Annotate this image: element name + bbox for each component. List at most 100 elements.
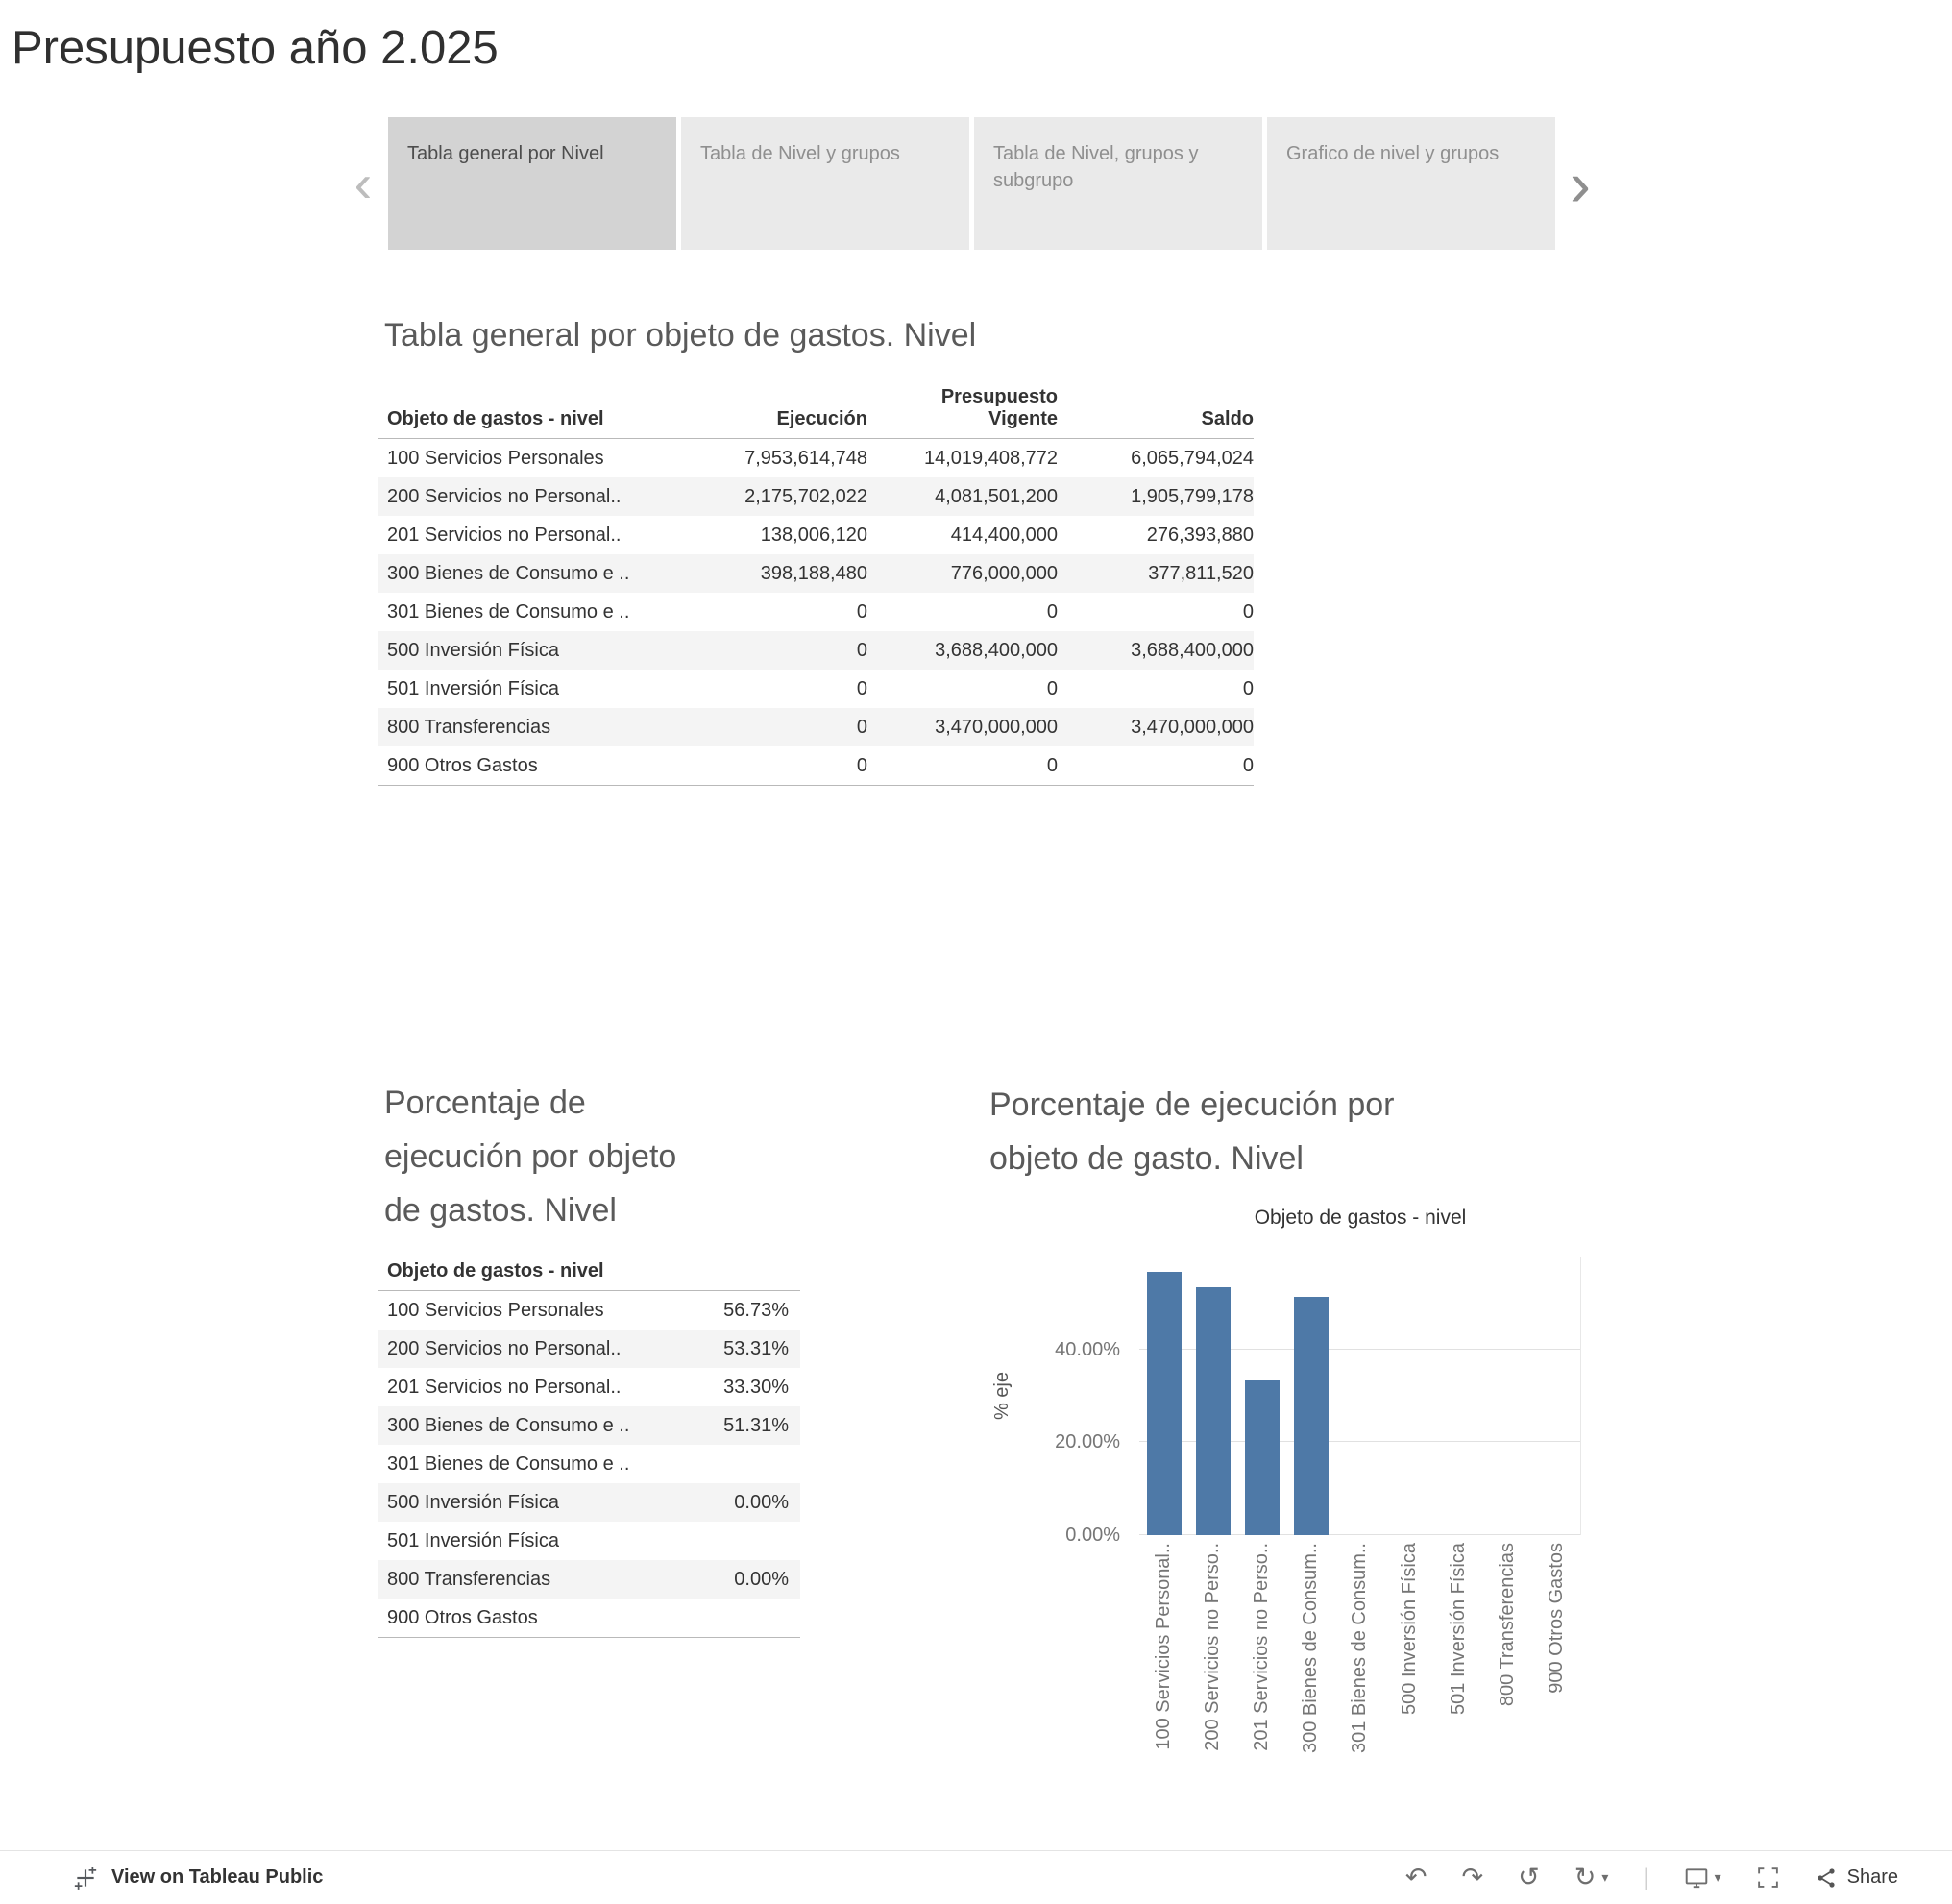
ejecucion-cell[interactable]: 0: [856, 639, 867, 661]
row-label-cell[interactable]: 900 Otros Gastos: [387, 754, 538, 776]
ejecucion-cell[interactable]: 0: [856, 677, 867, 699]
row-label-cell[interactable]: 200 Servicios no Personal..: [387, 1337, 622, 1359]
x-tick-label[interactable]: 501 Inversión Física: [1447, 1543, 1469, 1715]
ejecucion-cell[interactable]: 138,006,120: [760, 524, 867, 546]
sheet-tab-2[interactable]: Tabla de Nivel y grupos: [681, 117, 969, 250]
pct-cell[interactable]: 51.31%: [723, 1414, 789, 1436]
row-label-cell[interactable]: 200 Servicios no Personal..: [387, 485, 622, 507]
pct-cell[interactable]: 56.73%: [723, 1299, 789, 1321]
x-tick-label[interactable]: 201 Servicios no Perso..: [1251, 1543, 1273, 1751]
page-title: Presupuesto año 2.025: [12, 22, 499, 74]
x-tick-label[interactable]: 300 Bienes de Consum..: [1300, 1543, 1322, 1754]
pct-cell[interactable]: 33.30%: [723, 1376, 789, 1398]
bar-2[interactable]: [1195, 1287, 1231, 1535]
vigente-cell[interactable]: 776,000,000: [950, 562, 1058, 584]
bar-1[interactable]: [1146, 1272, 1182, 1535]
pct-table-rows: 100 Servicios Personales 56.73% 200 Servic…: [378, 1291, 800, 1638]
ejecucion-cell[interactable]: 7,953,614,748: [744, 447, 867, 469]
vigente-cell[interactable]: 14,019,408,772: [923, 447, 1058, 469]
bar-3[interactable]: [1244, 1380, 1280, 1535]
toolbar-actions: ↶ ↷ ↺ ↻ ▾ | ▾: [1405, 1865, 1898, 1892]
tabs-scroll-right-icon[interactable]: ›: [1570, 148, 1591, 219]
x-tick-label[interactable]: 100 Servicios Personal..: [1153, 1543, 1175, 1750]
row-label-cell[interactable]: 501 Inversión Física: [387, 1529, 559, 1551]
row-label-cell[interactable]: 300 Bienes de Consumo e ..: [387, 562, 630, 584]
row-label-cell[interactable]: 201 Servicios no Personal..: [387, 1376, 622, 1398]
ejecucion-cell[interactable]: 398,188,480: [760, 562, 867, 584]
row-label-cell[interactable]: 900 Otros Gastos: [387, 1606, 538, 1628]
fullscreen-button[interactable]: [1756, 1866, 1780, 1890]
table-row: 900 Otros Gastos 0 0 0: [378, 746, 1254, 785]
bar-4[interactable]: [1293, 1297, 1329, 1535]
reset-icon[interactable]: ↺: [1518, 1863, 1540, 1892]
pct-cell[interactable]: 0.00%: [734, 1491, 789, 1513]
pct-cell[interactable]: 53.31%: [723, 1337, 789, 1359]
col-header-ejecucion[interactable]: Ejecución: [776, 408, 867, 429]
col-header-saldo[interactable]: Saldo: [1201, 408, 1254, 429]
x-tick-label[interactable]: 500 Inversión Física: [1398, 1543, 1420, 1715]
sheet-tab-3[interactable]: Tabla de Nivel, grupos y subgrupo: [974, 117, 1262, 250]
redo-icon[interactable]: ↷: [1461, 1863, 1484, 1892]
row-label-cell[interactable]: 501 Inversión Física: [387, 677, 559, 699]
vigente-cell[interactable]: 3,688,400,000: [935, 639, 1058, 661]
row-label-cell[interactable]: 100 Servicios Personales: [387, 1299, 604, 1321]
x-tick-label[interactable]: 200 Servicios no Perso..: [1202, 1543, 1224, 1751]
row-label-cell[interactable]: 301 Bienes de Consumo e ..: [387, 1452, 630, 1475]
ejecucion-cell[interactable]: 0: [856, 716, 867, 738]
replay-menu-button[interactable]: ↻ ▾: [1574, 1865, 1609, 1891]
x-tick-label[interactable]: 800 Transferencias: [1496, 1543, 1518, 1707]
row-label-cell[interactable]: 800 Transferencias: [387, 716, 551, 738]
saldo-cell[interactable]: 6,065,794,024: [1131, 447, 1254, 469]
ejecucion-cell[interactable]: 0: [856, 754, 867, 776]
display-layout-button[interactable]: ▾: [1684, 1866, 1721, 1891]
saldo-cell[interactable]: 276,393,880: [1146, 524, 1254, 546]
vigente-cell[interactable]: 0: [1046, 600, 1058, 622]
vigente-cell[interactable]: 4,081,501,200: [935, 485, 1058, 507]
share-button[interactable]: Share: [1815, 1867, 1898, 1890]
pct-table-row: 800 Transferencias 0.00%: [378, 1560, 800, 1599]
saldo-cell[interactable]: 0: [1242, 677, 1254, 699]
pct-table-row: 300 Bienes de Consumo e .. 51.31%: [378, 1406, 800, 1445]
undo-icon[interactable]: ↶: [1404, 1863, 1427, 1892]
vigente-cell[interactable]: 0: [1046, 677, 1058, 699]
view-on-tableau-public-link[interactable]: View on Tableau Public: [73, 1866, 323, 1891]
chart-x-axis-title: Objeto de gastos - nivel: [1254, 1207, 1467, 1229]
saldo-cell[interactable]: 0: [1242, 600, 1254, 622]
saldo-cell[interactable]: 3,470,000,000: [1131, 716, 1254, 738]
gridline: [1139, 1534, 1580, 1535]
pct-table-row: 100 Servicios Personales 56.73%: [378, 1291, 800, 1330]
pct-table-header[interactable]: Objeto de gastos - nivel: [378, 1249, 800, 1291]
bar-slot: [1531, 1257, 1580, 1535]
row-label-cell[interactable]: 500 Inversión Física: [387, 639, 559, 661]
vigente-cell[interactable]: 414,400,000: [950, 524, 1058, 546]
row-label-cell[interactable]: 301 Bienes de Consumo e ..: [387, 600, 630, 622]
saldo-cell[interactable]: 1,905,799,178: [1131, 485, 1254, 507]
table-row: 500 Inversión Física 0 3,688,400,000 3,688,…: [378, 631, 1254, 670]
ejecucion-cell[interactable]: 2,175,702,022: [744, 485, 867, 507]
main-table-header: Objeto de gastos - nivel Ejecución Presu…: [378, 386, 1254, 439]
row-label-cell[interactable]: 500 Inversión Física: [387, 1491, 559, 1513]
pct-table-row: 201 Servicios no Personal.. 33.30%: [378, 1368, 800, 1406]
chart-title: Porcentaje de ejecución por objeto de ga…: [989, 1086, 1395, 1177]
vigente-cell[interactable]: 3,470,000,000: [935, 716, 1058, 738]
col-header-presupuesto-vigente[interactable]: Presupuesto Vigente: [867, 386, 1058, 430]
x-tick-label[interactable]: 900 Otros Gastos: [1545, 1543, 1567, 1694]
saldo-cell[interactable]: 0: [1242, 754, 1254, 776]
sheet-tab-1[interactable]: Tabla general por Nivel: [388, 117, 676, 250]
bar-slot: [1335, 1257, 1384, 1535]
replay-icon: ↻: [1574, 1863, 1597, 1892]
saldo-cell[interactable]: 3,688,400,000: [1131, 639, 1254, 661]
tabs-scroll-left-icon[interactable]: ‹: [354, 153, 373, 213]
row-label-cell[interactable]: 800 Transferencias: [387, 1568, 551, 1590]
x-tick-label[interactable]: 301 Bienes de Consum..: [1349, 1543, 1371, 1754]
row-label-cell[interactable]: 100 Servicios Personales: [387, 447, 604, 469]
row-label-cell[interactable]: 300 Bienes de Consumo e ..: [387, 1414, 630, 1436]
saldo-cell[interactable]: 377,811,520: [1148, 562, 1254, 584]
sheet-tab-4[interactable]: Grafico de nivel y grupos: [1267, 117, 1555, 250]
row-label-cell[interactable]: 201 Servicios no Personal..: [387, 524, 622, 546]
ejecucion-cell[interactable]: 0: [856, 600, 867, 622]
pct-cell[interactable]: 0.00%: [734, 1568, 789, 1590]
col-header-objeto[interactable]: Objeto de gastos - nivel: [387, 408, 604, 429]
x-label-slot: 301 Bienes de Consum..: [1335, 1543, 1384, 1804]
vigente-cell[interactable]: 0: [1046, 754, 1058, 776]
